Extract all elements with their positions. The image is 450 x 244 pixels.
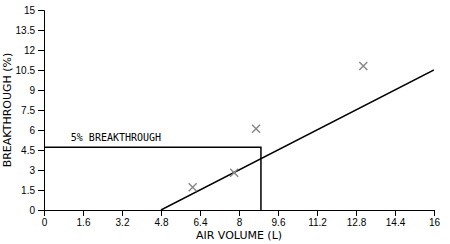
y-tick-mark: [38, 190, 44, 191]
x-tick: 14.4: [386, 210, 406, 228]
x-axis: 0 1.6 3.2 4.8 6.4 8 9.6 11.2 12.8 14.4 16: [42, 210, 441, 228]
y-tick: 6: [29, 125, 44, 136]
y-tick-mark: [38, 30, 44, 31]
x-tick-mark: [83, 210, 84, 216]
x-tick: 4.8: [155, 210, 169, 228]
x-tick-label: 16: [429, 217, 441, 228]
y-tick-mark: [38, 130, 44, 131]
x-tick: 1.6: [77, 210, 91, 228]
y-tick-label: 15: [24, 5, 36, 16]
y-tick-label: 4.5: [21, 145, 35, 156]
x-axis-title: AIR VOLUME (L): [196, 229, 282, 242]
y-tick-label: 1.5: [21, 185, 35, 196]
x-axis-line: [45, 211, 435, 217]
x-tick-label: 11.2: [308, 217, 327, 228]
y-axis-line: [38, 11, 45, 211]
line: [44, 147, 261, 210]
x-tick-label: 8: [237, 217, 243, 228]
x-tick-mark: [239, 210, 240, 216]
x-tick-mark: [122, 210, 123, 216]
y-tick: 1.5: [21, 185, 44, 196]
x-tick-label: 14.4: [386, 217, 406, 228]
y-tick-label: 0: [29, 205, 35, 216]
x-tick: 12.8: [347, 210, 367, 228]
y-tick-label: 10.5: [16, 65, 36, 76]
x-tick-mark: [161, 210, 162, 216]
x-tick-label: 3.2: [116, 217, 130, 228]
y-tick: 15: [24, 5, 44, 16]
line: [161, 70, 434, 210]
x-tick-mark: [395, 210, 396, 216]
x-tick-label: 0: [42, 217, 48, 228]
y-tick-mark: [38, 10, 44, 11]
y-axis: 0 1.5 3 4.5 6 7.5 9 10.5 12 13.5 15: [16, 5, 45, 216]
x-tick-label: 6.4: [194, 217, 208, 228]
y-tick: 10.5: [16, 65, 44, 76]
y-tick-mark: [38, 70, 44, 71]
x-tick-label: 1.6: [77, 217, 91, 228]
y-tick-label: 3: [29, 165, 35, 176]
y-tick: 3: [29, 165, 44, 176]
y-tick: 9: [29, 85, 44, 96]
y-tick-label: 9: [29, 85, 35, 96]
plot: 0 1.6 3.2 4.8 6.4 8 9.6 11.2 12.8 14.4 16 0 1.5 3 4.5 6…: [1, 5, 440, 242]
x-tick-mark: [356, 210, 357, 216]
chart: 0 1.6 3.2 4.8 6.4 8 9.6 11.2 12.8 14.4 16 0 1.5 3 4.5 6…: [0, 0, 450, 244]
y-tick: 12: [24, 45, 44, 56]
y-tick-label: 6: [29, 125, 35, 136]
x-tick: 6.4: [194, 210, 208, 228]
x-tick-label: 9.6: [272, 217, 286, 228]
y-tick-label: 7.5: [21, 105, 35, 116]
y-tick: 13.5: [16, 25, 44, 36]
y-tick-mark: [38, 110, 44, 111]
y-tick: 7.5: [21, 105, 44, 116]
marks: [44, 62, 434, 210]
x-tick-mark: [434, 210, 435, 216]
point: [252, 125, 260, 133]
point: [230, 169, 238, 177]
x-tick: 9.6: [272, 210, 286, 228]
x-tick: 3.2: [116, 210, 130, 228]
y-tick-mark: [38, 50, 44, 51]
x-tick-label: 4.8: [155, 217, 169, 228]
x-tick: 0: [42, 210, 48, 228]
y-axis-title: BREAKTHROUGH (%): [1, 53, 14, 168]
y-tick-mark: [38, 170, 44, 171]
x-tick-mark: [317, 210, 318, 216]
y-tick: 4.5: [21, 145, 44, 156]
point: [189, 183, 197, 191]
y-tick-mark: [38, 90, 44, 91]
y-tick-label: 12: [24, 45, 36, 56]
point: [359, 62, 367, 70]
x-tick-mark: [278, 210, 279, 216]
x-tick: 16: [429, 210, 441, 228]
y-tick-mark: [38, 210, 44, 211]
y-tick: 0: [29, 205, 44, 216]
annotation: 5% BREAKTHROUGH: [71, 132, 161, 143]
x-tick-label: 12.8: [347, 217, 367, 228]
x-tick: 8: [237, 210, 243, 228]
y-tick-label: 13.5: [16, 25, 36, 36]
x-tick: 11.2: [308, 210, 327, 228]
x-tick-mark: [200, 210, 201, 216]
y-tick-mark: [38, 150, 44, 151]
